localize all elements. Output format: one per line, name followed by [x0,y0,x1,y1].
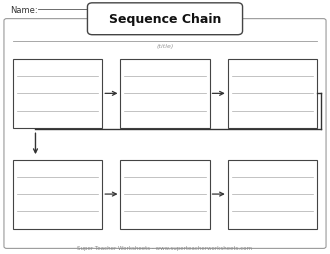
Bar [120,160,210,229]
Bar [13,160,102,229]
Bar [13,60,102,128]
Text: Sequence Chain: Sequence Chain [109,13,221,26]
FancyBboxPatch shape [4,20,326,248]
Bar [228,160,317,229]
Bar [120,60,210,128]
Text: Super Teacher Worksheets - www.superteacherworksheets.com: Super Teacher Worksheets - www.superteac… [78,245,252,250]
Bar [228,60,317,128]
Text: (title): (title) [156,44,174,49]
FancyBboxPatch shape [87,4,243,36]
Text: Name:: Name: [10,6,38,15]
